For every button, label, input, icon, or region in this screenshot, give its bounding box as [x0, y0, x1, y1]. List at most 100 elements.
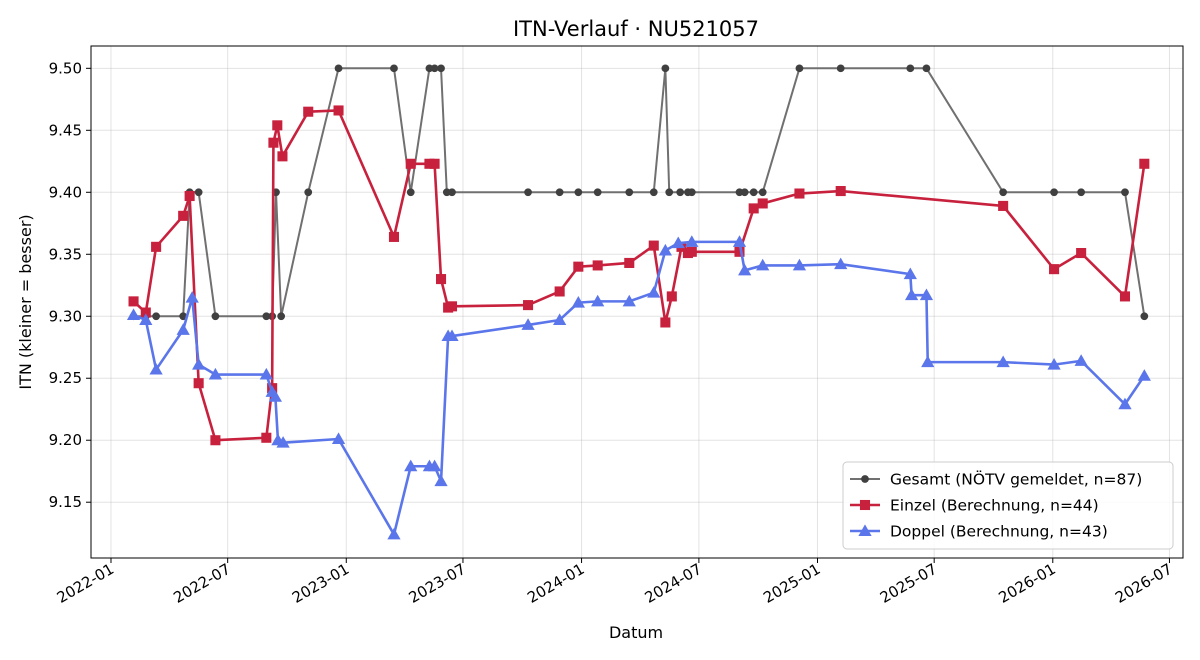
- einzel-point: [429, 158, 440, 169]
- gesamt-point: [406, 188, 415, 197]
- legend-entry-gesamt: Gesamt (NÖTV gemeldet, n=87): [850, 470, 1142, 489]
- doppel-point: [126, 308, 141, 320]
- doppel-point: [1137, 369, 1151, 381]
- doppel-point: [996, 355, 1010, 368]
- legend-label: Einzel (Berechnung, n=44): [890, 497, 1099, 515]
- gesamt-point: [625, 188, 634, 197]
- einzel-point: [210, 435, 221, 446]
- doppel-point: [208, 367, 223, 380]
- y-axis: 9.15 9.20 9.25 9.30 9.35 9.40 9.45 9.50: [49, 59, 91, 511]
- gesamt-point: [758, 188, 767, 197]
- doppel-point: [834, 257, 848, 270]
- einzel-point: [388, 231, 400, 242]
- gesamt-point: [430, 64, 439, 73]
- doppel-point: [387, 527, 401, 540]
- doppel-point: [276, 436, 290, 448]
- einzel-point: [333, 105, 344, 116]
- doppel-point: [792, 258, 807, 271]
- y-tick-label: 9.25: [49, 369, 82, 387]
- legend-label: Doppel (Berechnung, n=43): [890, 523, 1108, 541]
- doppel-point: [434, 474, 448, 487]
- x-tick-label: 2022-07: [170, 560, 233, 607]
- einzel-point: [794, 188, 805, 199]
- legend-marker: [859, 499, 871, 511]
- doppel-point: [685, 235, 699, 247]
- chart-title: ITN-Verlauf · NU521057: [513, 17, 759, 41]
- gesamt-point: [749, 188, 758, 197]
- gesamt-point: [906, 64, 915, 73]
- doppel-point: [192, 357, 206, 370]
- doppel-point: [149, 362, 163, 375]
- doppel-point: [259, 367, 273, 380]
- doppel-point: [921, 355, 935, 368]
- series-einzel: [128, 105, 1150, 446]
- doppel-point: [1074, 354, 1088, 366]
- y-tick-label: 9.20: [49, 431, 82, 449]
- gesamt-point: [211, 312, 220, 321]
- gesamt-point: [448, 188, 456, 197]
- einzel-point: [666, 291, 677, 302]
- gesamt-point: [676, 188, 685, 197]
- doppel-point: [732, 235, 747, 247]
- gesamt-point: [277, 312, 286, 321]
- y-tick-label: 9.40: [49, 183, 82, 201]
- einzel-point: [405, 158, 416, 169]
- x-tick-label: 2025-07: [877, 560, 940, 607]
- gesamt-point: [262, 312, 271, 321]
- y-axis-label: ITN (kleiner = besser): [16, 214, 35, 389]
- einzel-point: [277, 151, 288, 162]
- plot-frame: [90, 45, 1184, 559]
- doppel-point: [553, 313, 567, 325]
- einzel-point: [178, 210, 189, 221]
- doppel-point: [445, 329, 459, 342]
- einzel-point: [1049, 264, 1060, 275]
- doppel-point: [331, 432, 346, 444]
- doppel-point: [1047, 357, 1061, 370]
- gesamt-point: [665, 188, 674, 197]
- doppel-point: [738, 263, 752, 276]
- einzel-point: [835, 186, 846, 197]
- x-tick-label: 2022-01: [54, 560, 117, 607]
- legend-box: [842, 461, 1174, 550]
- gesamt-point: [836, 64, 845, 73]
- einzel-point: [734, 246, 745, 257]
- series-doppel: [126, 235, 1151, 540]
- doppel-point: [903, 267, 917, 280]
- gesamt-point: [593, 188, 602, 197]
- einzel-point: [660, 317, 671, 328]
- legend: Gesamt (NÖTV gemeldet, n=87) Einzel (Bere…: [842, 461, 1174, 550]
- einzel-point: [1076, 247, 1087, 259]
- doppel-point: [756, 258, 770, 271]
- gesamt-point: [334, 64, 343, 73]
- series-layer: [126, 64, 1151, 540]
- einzel-point: [686, 246, 697, 257]
- gesamt-point: [555, 188, 564, 197]
- legend-label: Gesamt (NÖTV gemeldet, n=87): [890, 470, 1142, 489]
- x-tick-label: 2023-01: [289, 560, 352, 607]
- doppel-point: [185, 291, 199, 303]
- doppel-point: [591, 294, 605, 307]
- legend-marker: [858, 524, 872, 536]
- gesamt-point: [194, 188, 203, 197]
- doppel-point: [427, 459, 442, 472]
- einzel-point: [303, 106, 314, 117]
- einzel-point: [1119, 291, 1131, 302]
- doppel-point: [1118, 397, 1132, 410]
- einzel-point: [446, 301, 458, 312]
- gesamt-point: [574, 188, 583, 197]
- einzel-point: [272, 120, 283, 131]
- y-tick-label: 9.35: [49, 245, 82, 263]
- doppel-point: [658, 243, 672, 256]
- gesamt-point: [795, 64, 804, 73]
- grid-lines: [91, 46, 1183, 558]
- doppel-point: [176, 323, 190, 335]
- gesamt-point: [922, 64, 931, 73]
- gesamt-point: [437, 64, 445, 73]
- x-tick-label: 2026-01: [995, 560, 1058, 607]
- legend-entry-einzel: Einzel (Berechnung, n=44): [850, 497, 1099, 515]
- gesamt-point: [304, 188, 313, 197]
- gesamt-point: [390, 64, 398, 73]
- einzel-point: [554, 286, 565, 297]
- doppel-point: [647, 286, 661, 298]
